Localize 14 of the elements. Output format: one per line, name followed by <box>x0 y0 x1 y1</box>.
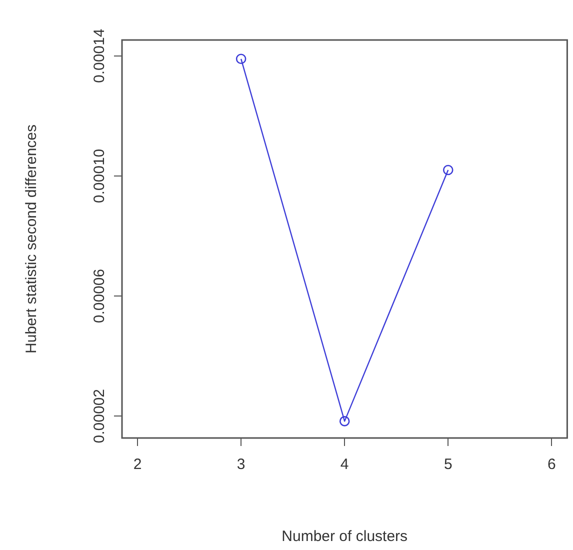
y-tick-label: 0.00002 <box>91 388 108 444</box>
point <box>339 416 350 426</box>
x-tick-label: 2 <box>133 456 142 474</box>
y-tick-label: 0.00010 <box>91 148 108 204</box>
y-tick-label: 0.00006 <box>91 268 108 324</box>
y-tick-label: 0.00014 <box>91 28 108 84</box>
x-tick-label: 5 <box>444 456 452 474</box>
x-tick-label: 4 <box>340 456 349 474</box>
x-tick-label: 3 <box>236 456 246 474</box>
point <box>236 54 246 64</box>
y-axis-title: Hubert statistic second differences <box>23 124 40 354</box>
point <box>442 164 454 176</box>
x-axis-title: Number of clusters <box>282 528 408 546</box>
x-tick-label: 6 <box>548 456 556 474</box>
